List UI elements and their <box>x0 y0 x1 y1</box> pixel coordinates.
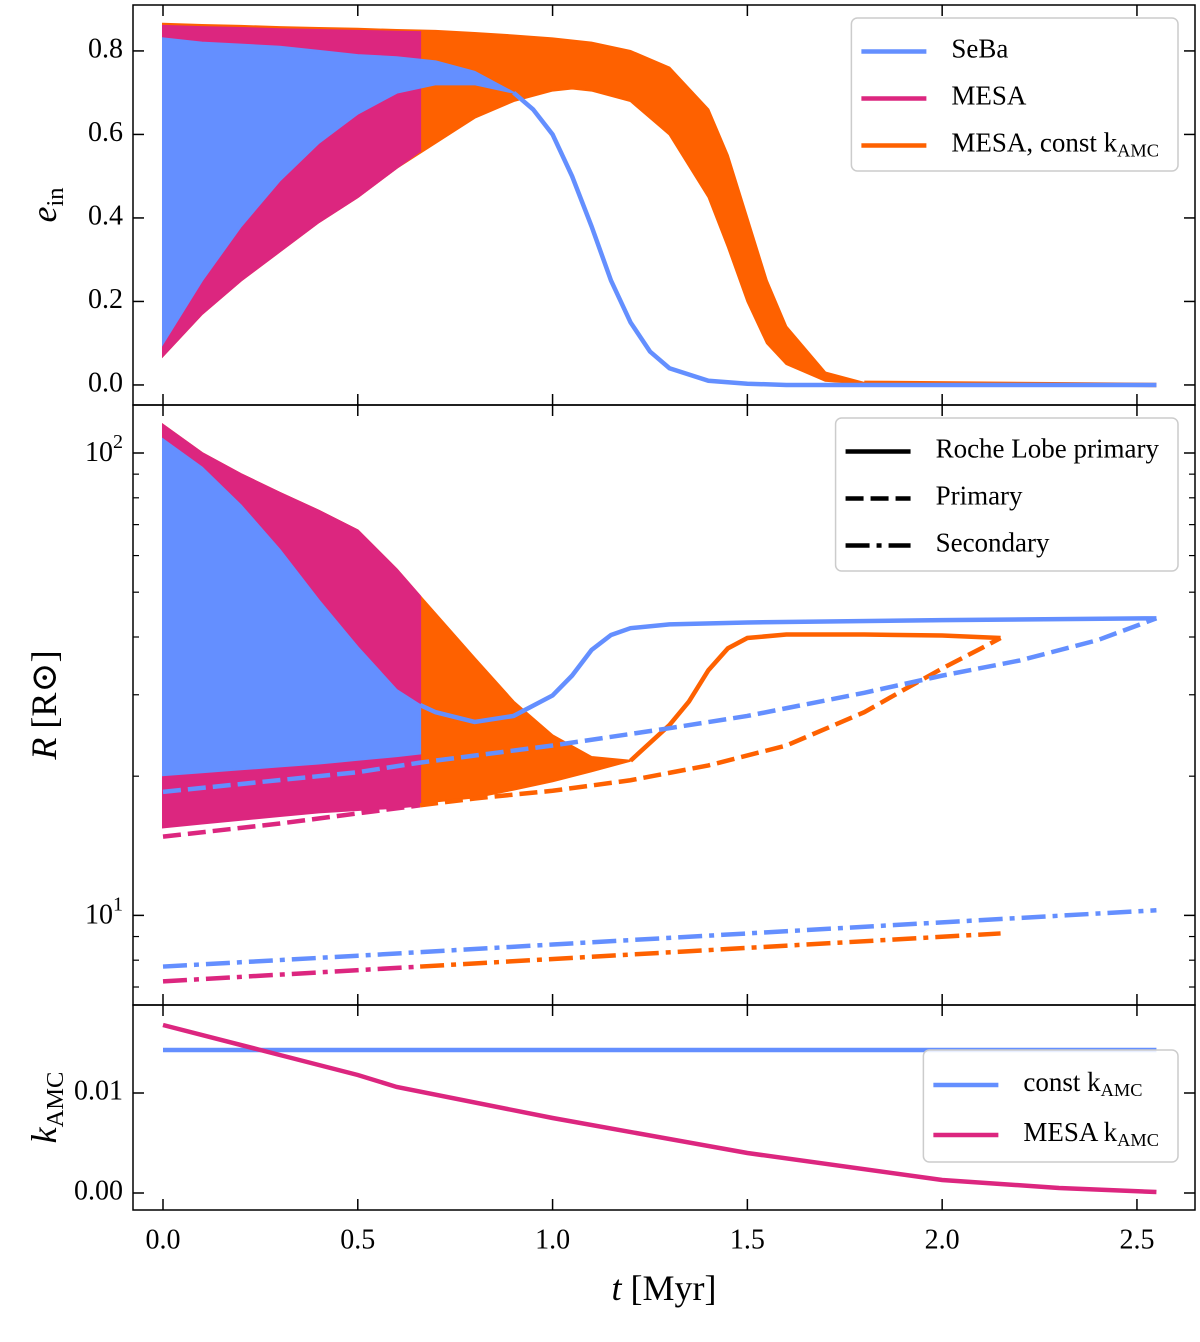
y-tick-label: 0.4 <box>88 200 123 231</box>
x-tick-label: 2.5 <box>1119 1224 1154 1255</box>
y-axis-label-sub: AMC <box>42 1072 69 1128</box>
x-tick-label: 1.0 <box>535 1224 570 1255</box>
legend-label-sub: AMC <box>1117 140 1159 160</box>
y-axis-label: R [R⊙] <box>24 650 64 760</box>
line <box>419 616 1157 725</box>
line <box>162 803 421 839</box>
legend-label: Secondary <box>936 528 1050 558</box>
legend-frame <box>850 17 1179 172</box>
legend-label: Primary <box>936 481 1023 511</box>
axes-frame <box>132 1004 1196 1211</box>
legend-frame <box>834 417 1179 572</box>
y-tick-label: 0.01 <box>74 1075 123 1106</box>
y-tick-exponent: 2 <box>113 431 123 453</box>
legend-label-main: MESA k <box>1023 1117 1117 1147</box>
line <box>162 907 1157 969</box>
x-tick-label: 0.0 <box>145 1224 180 1255</box>
line <box>628 632 1001 763</box>
y-axis-label-main: e <box>24 207 64 223</box>
y-tick-label: 0.8 <box>88 33 123 64</box>
legend-label: MESA kAMC <box>1023 1117 1159 1150</box>
legend: SeBa MESA MESA, const kAMC <box>850 17 1179 172</box>
x-tick-label: 1.5 <box>730 1224 765 1255</box>
line <box>419 636 1002 808</box>
legend: Roche Lobe primary Primary Secondary <box>834 417 1179 572</box>
y-axis-label-main: R <box>24 738 64 761</box>
legend-label-main: MESA, const k <box>951 128 1117 158</box>
legend-label-sub: AMC <box>1101 1080 1143 1100</box>
y-tick-label: 0.00 <box>74 1175 123 1206</box>
y-tick-label: 102 <box>85 431 123 469</box>
plot-area <box>161 422 1158 984</box>
y-axis-label-rest: [R⊙] <box>24 650 64 728</box>
legend-label: MESA <box>951 81 1027 111</box>
line <box>419 931 1001 969</box>
y-tick-label: 101 <box>85 893 123 931</box>
legend-label: const kAMC <box>1023 1067 1142 1100</box>
line <box>512 90 1157 388</box>
y-tick-base: 10 <box>85 437 113 468</box>
y-tick-label: 0.6 <box>88 117 123 148</box>
y-tick-base: 10 <box>85 900 113 931</box>
plot-area <box>161 22 1157 388</box>
band <box>161 437 422 777</box>
y-tick-exponent: 1 <box>113 893 123 915</box>
y-axis-label: ein <box>24 187 68 222</box>
y-axis-label-sub: in <box>42 187 69 206</box>
y-tick-label: 0.2 <box>88 284 123 315</box>
x-axis-label-rest: [Myr] <box>631 1268 717 1308</box>
x-axis-label-main: t <box>612 1268 623 1308</box>
legend-label-sub: AMC <box>1117 1130 1159 1150</box>
legend-label: SeBa <box>951 34 1008 64</box>
x-tick-label: 0.5 <box>340 1224 375 1255</box>
y-tick-label: 0.0 <box>88 367 123 398</box>
x-axis-label: t [Myr] <box>612 1268 717 1308</box>
legend-label: Roche Lobe primary <box>936 434 1160 464</box>
legend-label: MESA, const kAMC <box>951 128 1159 161</box>
line <box>162 1022 1157 1195</box>
band <box>161 37 515 347</box>
x-tick-label: 2.0 <box>925 1224 960 1255</box>
y-axis-label: kAMC <box>24 1072 68 1144</box>
line <box>162 616 1158 795</box>
y-axis-label-main: k <box>24 1126 64 1143</box>
legend-label-main: const k <box>1023 1067 1101 1097</box>
line <box>162 964 421 984</box>
